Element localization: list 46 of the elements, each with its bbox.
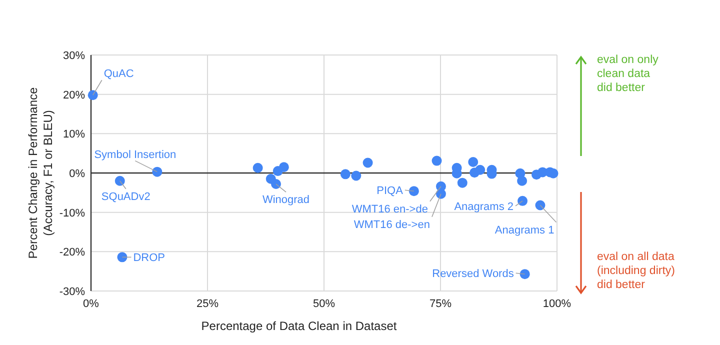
point	[114, 176, 125, 186]
point	[535, 200, 546, 210]
point	[362, 158, 373, 168]
point	[271, 179, 281, 190]
x-axis-title: Percentage of Data Clean in Dataset	[201, 319, 398, 333]
annotation: Reversed Words	[432, 268, 514, 280]
point	[468, 156, 478, 167]
point	[278, 162, 289, 172]
point	[152, 166, 162, 177]
x-tick-label: 25%	[196, 298, 219, 310]
annotation: DROP	[133, 252, 166, 264]
annotation: QuAC	[104, 68, 134, 80]
y-tick-label: 10%	[62, 128, 86, 141]
text: eval on all data (including dirty) did better	[597, 251, 676, 291]
annotation: WMT16 en->de	[352, 203, 428, 216]
point	[517, 176, 528, 186]
annotation: Anagrams 1	[494, 224, 554, 236]
point	[408, 186, 419, 196]
point	[518, 196, 528, 206]
y-tick-label: 30%	[62, 50, 86, 62]
x-tick-label: 100%	[542, 298, 572, 310]
x-tick-label: 75%	[429, 298, 452, 310]
text: eval on only clean data did better	[597, 54, 659, 94]
annotation: Symbol Insertion	[94, 148, 176, 161]
point	[520, 269, 530, 280]
y-tick-label: -20%	[59, 246, 86, 259]
x-tick-label: 0%	[83, 298, 100, 310]
annotation: PIQA	[376, 185, 404, 198]
y-tick-label: 20%	[62, 89, 86, 102]
point	[252, 162, 263, 173]
point	[457, 178, 468, 188]
annotation: Winograd	[262, 194, 310, 206]
x-tick-label: 50%	[312, 298, 336, 310]
point	[117, 252, 128, 262]
y-tick-label: -10%	[59, 207, 86, 220]
y-tick-label: 0%	[69, 168, 86, 180]
point	[432, 156, 442, 166]
point	[88, 90, 98, 100]
annotation: SQuADv2	[101, 190, 150, 203]
annotation: Anagrams 2	[454, 200, 514, 213]
y-tick-label: -30%	[59, 286, 86, 298]
point	[475, 164, 486, 175]
point	[351, 170, 362, 181]
annotation: WMT16 de->en	[354, 218, 430, 231]
point	[340, 169, 350, 180]
y-axis-title: Percent Change in Performance (Accuracy, F1 or BLEU)	[26, 86, 55, 259]
